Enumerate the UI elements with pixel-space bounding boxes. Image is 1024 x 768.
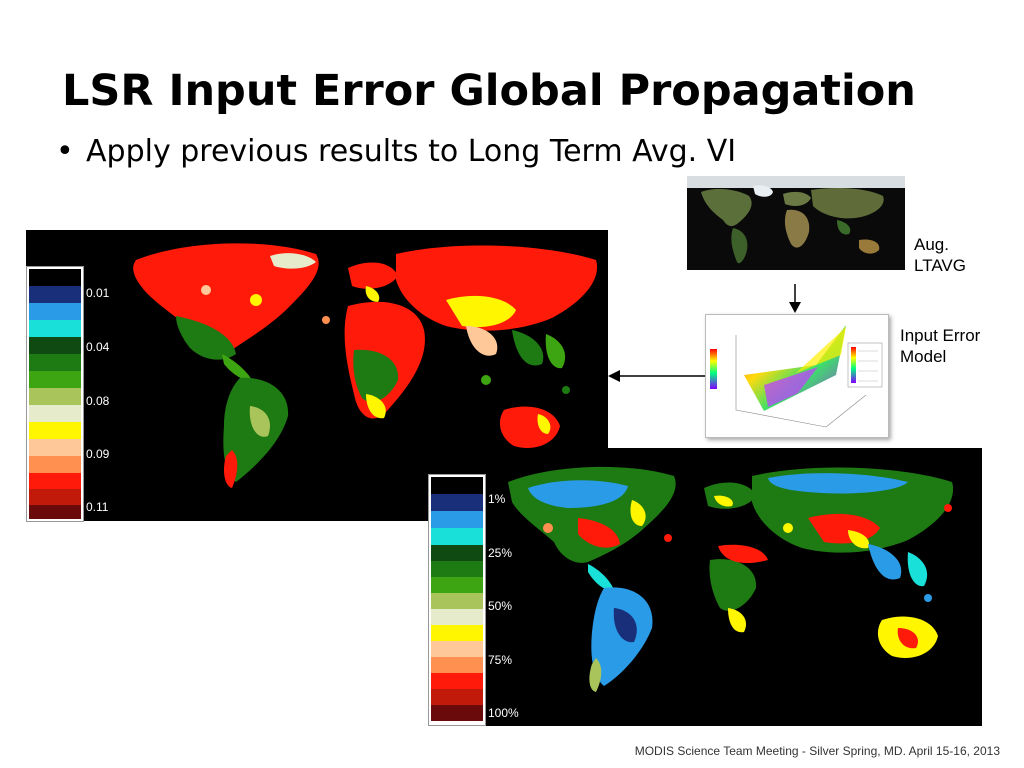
legend-swatch [29,422,81,439]
absolute-error-legend [26,266,84,522]
legend-swatch [29,388,81,405]
legend-tick-label: 0.11 [86,500,109,514]
legend-swatch [29,439,81,456]
legend-tick-label: 25% [488,546,513,560]
legend-swatch [431,705,483,721]
legend-swatch [29,286,81,303]
slide-footer: MODIS Science Team Meeting - Silver Spri… [634,744,1000,758]
absolute-world-map [133,238,598,488]
legend-tick-label: 50% [488,599,513,613]
ltavg-label-line2: LTAVG [914,256,966,275]
legend-swatch [431,577,483,593]
legend-swatch [431,561,483,577]
legend-tick-label: 75% [488,653,513,667]
legend-swatch [29,354,81,371]
slide-title: LSR Input Error Global Propagation [62,66,916,116]
legend-swatch [431,673,483,689]
model-label-line1: Input Error [900,326,981,345]
input-error-model-image [705,314,889,438]
legend-tick-label: 100% [488,706,519,720]
ltavg-label: Aug. LTAVG [914,234,966,276]
legend-swatch [431,511,483,528]
model-label: Input Error Model [900,325,980,367]
legend-swatch [29,505,81,519]
model-surface-plot [706,315,888,437]
legend-swatch [431,609,483,625]
legend-tick-label: 0.04 [86,340,110,354]
legend-tick-label: 0.09 [86,447,110,461]
legend-swatch [29,320,81,337]
legend-swatch [29,371,81,388]
arrow-down-icon [789,302,801,313]
ltavg-image [687,176,905,282]
legend-swatch [29,303,81,320]
relative-error-map [428,448,982,726]
legend-swatch [431,625,483,641]
legend-swatch [431,545,483,561]
relative-world-map [508,466,954,692]
ltavg-world-map [687,176,905,282]
relative-error-legend [428,474,486,726]
legend-tick-label: 0.08 [86,394,110,408]
legend-tick-label: 0.01 [86,286,110,300]
legend-swatch [29,337,81,354]
bullet-item: • Apply previous results to Long Term Avg… [56,134,736,169]
legend-swatch [29,269,81,286]
legend-swatch [431,528,483,545]
legend-swatch [431,593,483,609]
legend-swatch [431,657,483,673]
legend-swatch [29,405,81,422]
model-label-line2: Model [900,347,947,366]
ltavg-label-line1: Aug. [914,235,949,254]
legend-swatch [431,641,483,657]
legend-swatch [431,477,483,494]
bullet-text: Apply previous results to Long Term Avg.… [86,134,737,169]
legend-swatch [29,489,81,505]
legend-swatch [431,689,483,705]
legend-swatch [431,494,483,511]
legend-swatch [29,456,81,473]
legend-swatch [29,473,81,489]
arrow-left-icon [608,370,620,382]
legend-tick-label: 1% [488,492,506,506]
bullet-dot-icon: • [56,134,74,169]
